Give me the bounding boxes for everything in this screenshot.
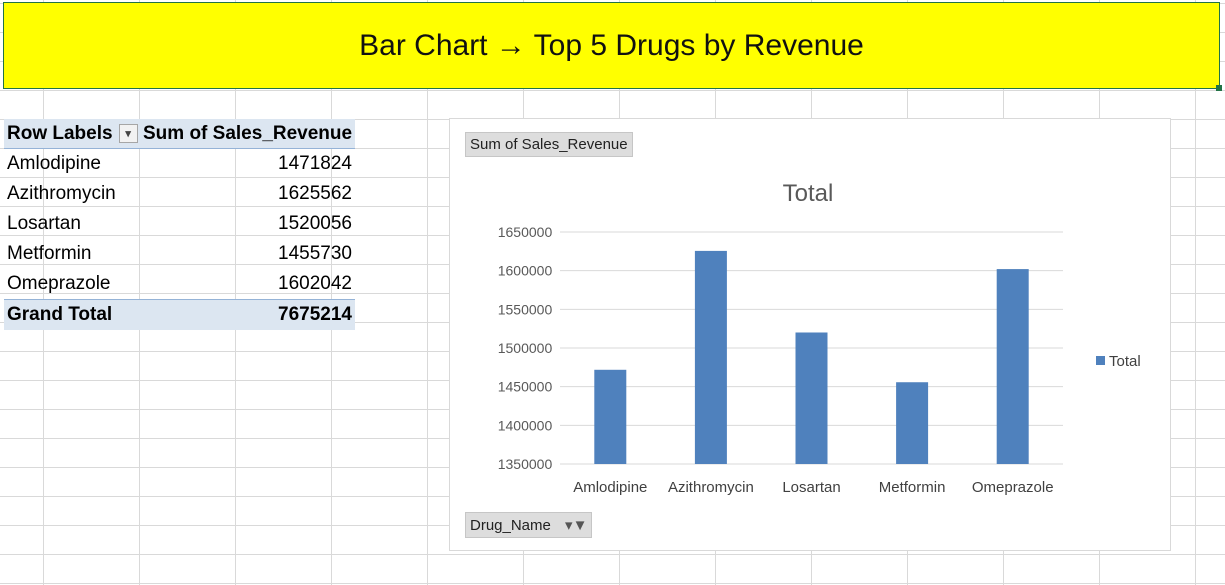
y-tick-label: 1550000 xyxy=(498,301,553,317)
resize-handle[interactable] xyxy=(1216,85,1222,91)
pivot-row-value: 1455730 xyxy=(278,242,352,264)
x-tick-label: Losartan xyxy=(782,479,840,496)
pivot-row-label: Azithromycin xyxy=(7,182,116,204)
y-tick-label: 1500000 xyxy=(498,340,553,356)
bar[interactable] xyxy=(795,332,828,464)
values-field-label: Sum of Sales_Revenue xyxy=(470,136,628,153)
filter-icon[interactable]: ▾ xyxy=(118,123,138,143)
bar[interactable] xyxy=(896,382,929,464)
pivot-header-values[interactable]: Sum of Sales_Revenue xyxy=(143,122,353,144)
pivot-row-label: Omeprazole xyxy=(7,272,111,294)
legend-swatch xyxy=(1096,356,1105,365)
pivot-row-value: 1520056 xyxy=(278,212,352,234)
title-banner[interactable]: Bar Chart → Top 5 Drugs by Revenue xyxy=(3,2,1220,89)
pivot-row-label: Metformin xyxy=(7,242,92,264)
y-tick-label: 1400000 xyxy=(498,417,553,433)
axis-field-label: Drug_Name xyxy=(470,517,551,534)
pivot-row-value: 1625562 xyxy=(278,182,352,204)
values-field-button[interactable]: Sum of Sales_Revenue xyxy=(465,132,633,157)
pivot-row-value: 1602042 xyxy=(278,272,352,294)
pivot-grand-total-row: Grand Total 7675214 xyxy=(4,299,355,330)
pivot-row[interactable]: Amlodipine 1471824 xyxy=(4,149,355,179)
y-tick-label: 1450000 xyxy=(498,379,553,395)
pivot-row-label: Losartan xyxy=(7,212,81,234)
x-tick-label: Amlodipine xyxy=(573,479,647,496)
grand-total-value: 7675214 xyxy=(278,303,352,325)
y-tick-label: 1600000 xyxy=(498,263,553,279)
bar[interactable] xyxy=(594,369,627,464)
x-tick-label: Omeprazole xyxy=(972,479,1054,496)
row-labels-text: Row Labels xyxy=(7,122,113,144)
y-tick-label: 1350000 xyxy=(498,456,553,472)
chart-canvas: Total 1350000 1400000 1450000 1500000 1550000… xyxy=(498,180,1141,496)
grand-total-label: Grand Total xyxy=(7,303,113,325)
bar-chart[interactable]: Sum of Sales_Revenue Total 1350000 1400000… xyxy=(449,118,1171,551)
x-tick-label: Azithromycin xyxy=(668,479,754,496)
bar[interactable] xyxy=(996,269,1029,464)
pivot-row[interactable]: Omeprazole 1602042 xyxy=(4,269,355,299)
pivot-row[interactable]: Losartan 1520056 xyxy=(4,209,355,239)
pivot-row-label: Amlodipine xyxy=(7,152,101,174)
legend-label: Total xyxy=(1109,353,1141,370)
axis-field-button[interactable]: Drug_Name ▾▼ xyxy=(465,512,593,538)
chart-title: Total xyxy=(783,180,834,207)
pivot-row[interactable]: Metformin 1455730 xyxy=(4,239,355,269)
bar[interactable] xyxy=(694,250,727,464)
y-tick-label: 1650000 xyxy=(498,224,553,240)
pivot-table: Row Labels ▾ Sum of Sales_Revenue Amlodip… xyxy=(4,119,355,330)
banner-title: Bar Chart → Top 5 Drugs by Revenue xyxy=(359,28,864,62)
pivot-header-row: Row Labels ▾ Sum of Sales_Revenue xyxy=(4,119,355,149)
pivot-header-row-labels[interactable]: Row Labels ▾ xyxy=(4,123,138,145)
pivot-row-value: 1471824 xyxy=(278,152,352,174)
pivot-row[interactable]: Azithromycin 1625562 xyxy=(4,179,355,209)
filter-icon[interactable]: ▾▼ xyxy=(565,517,588,534)
x-tick-label: Metformin xyxy=(879,479,946,496)
